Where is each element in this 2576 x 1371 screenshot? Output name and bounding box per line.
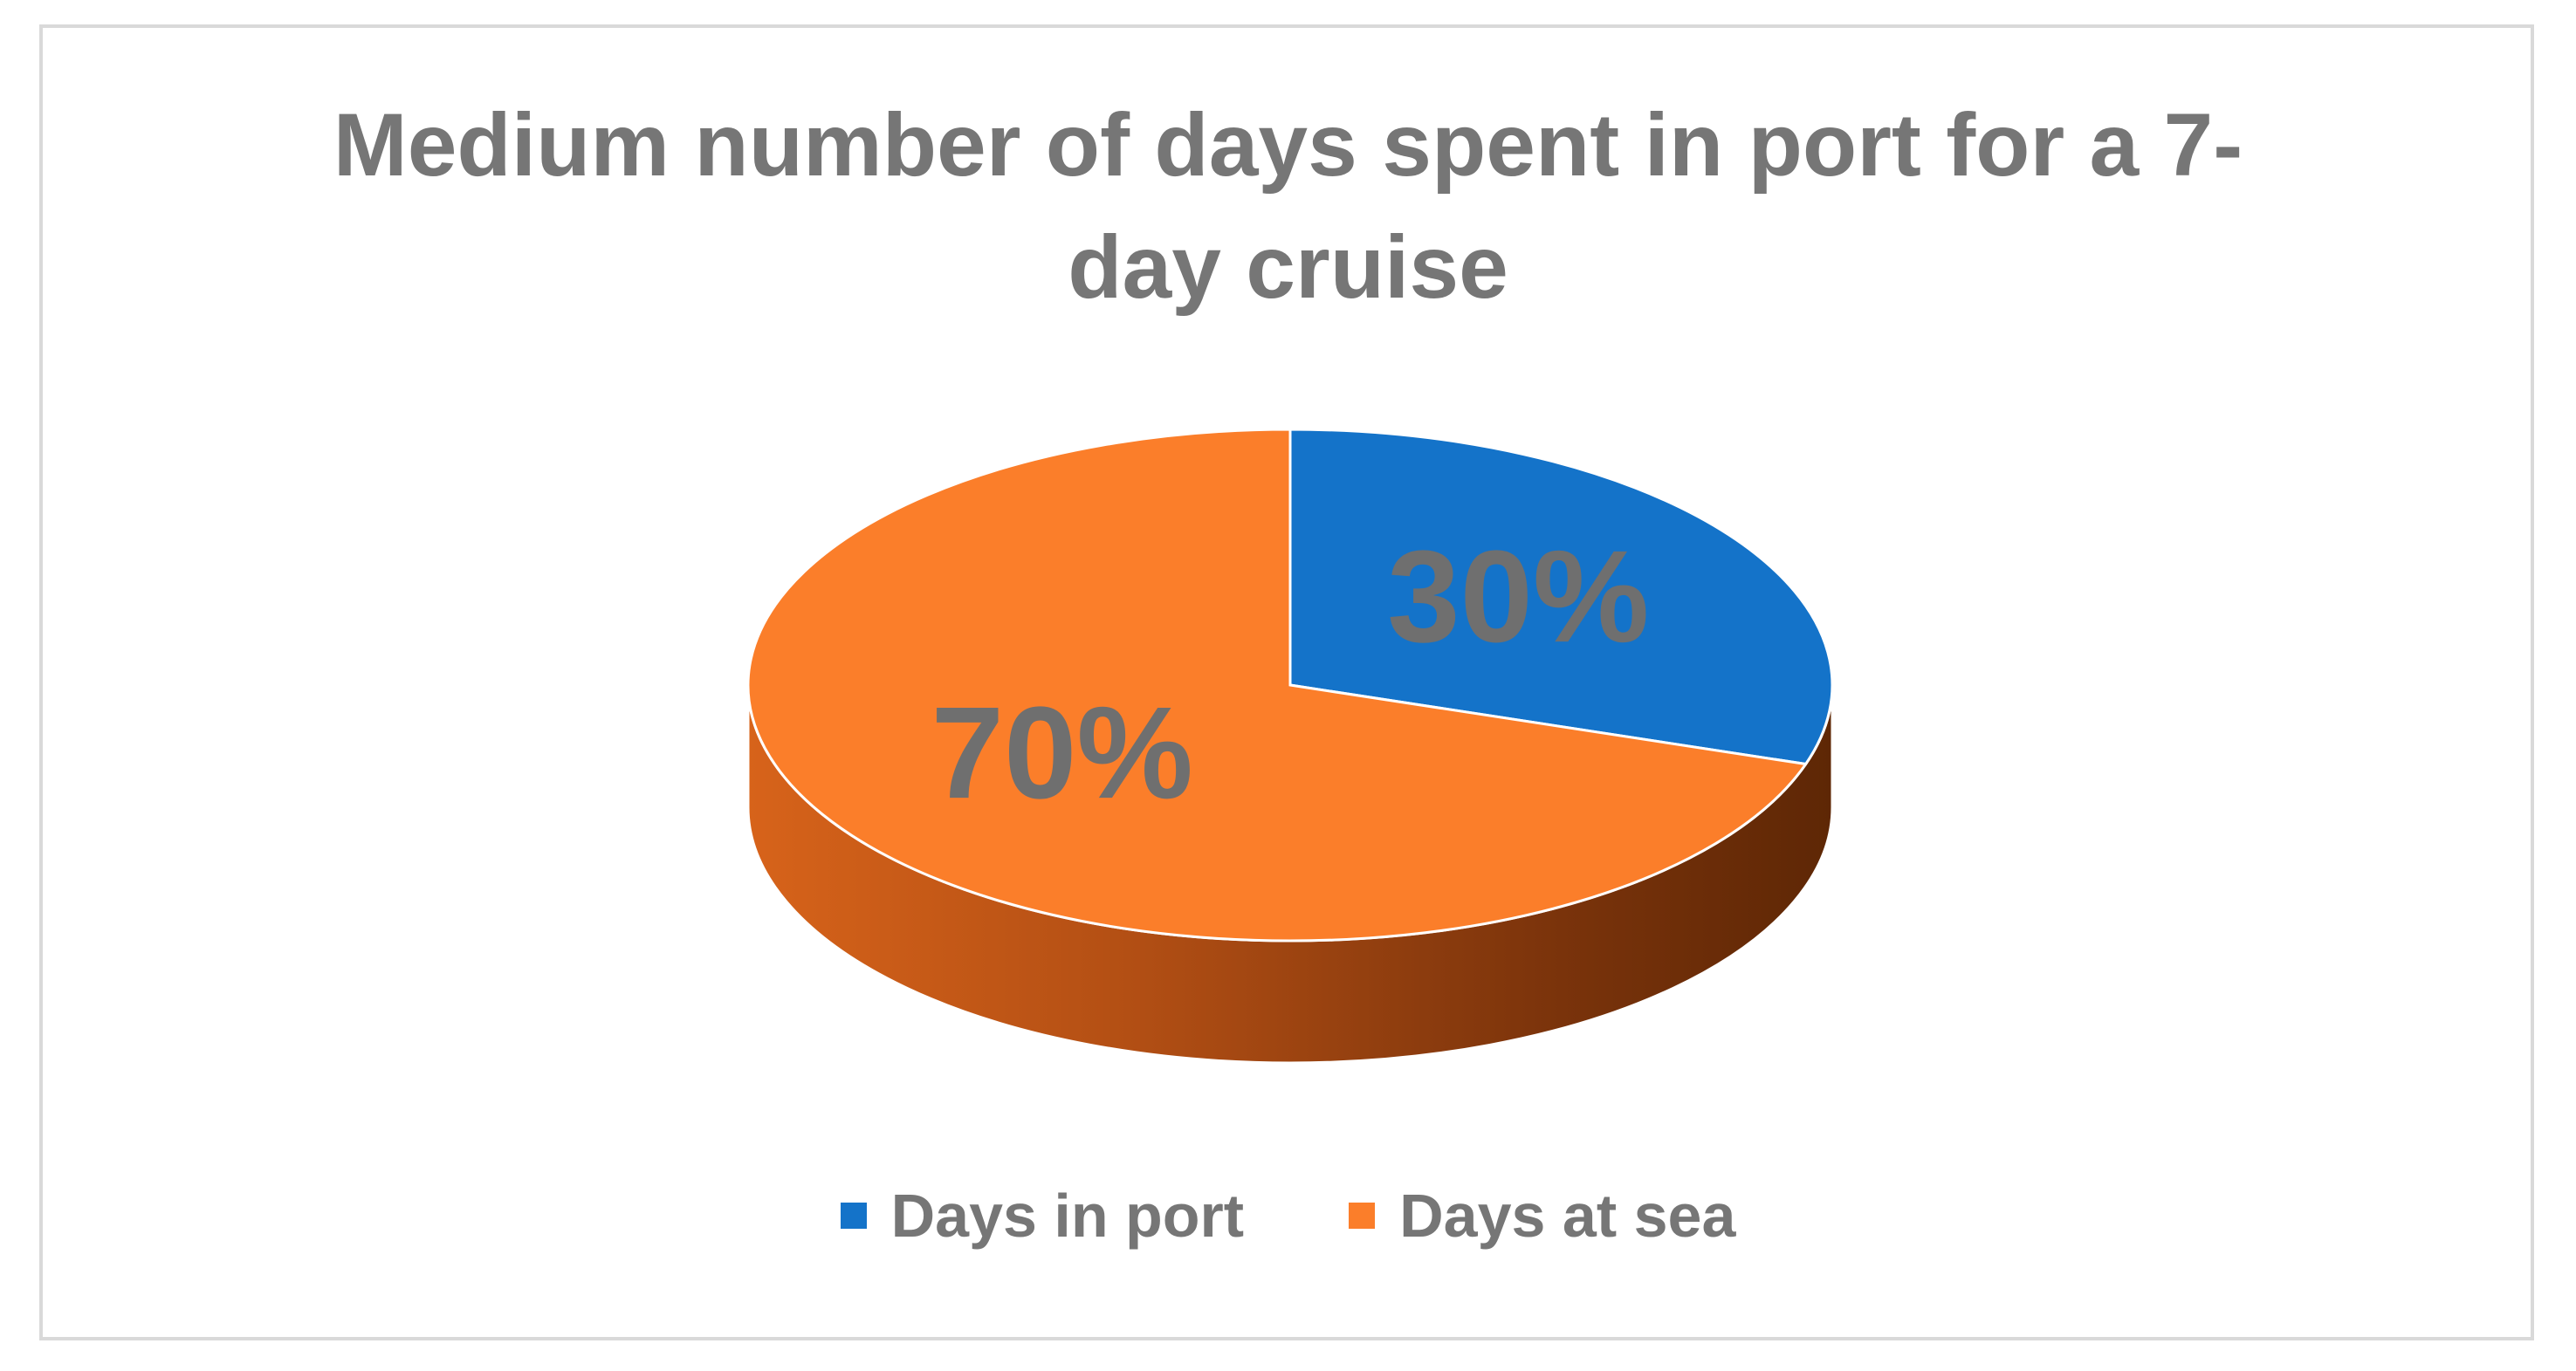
chart-legend: Days in port Days at sea [0,1176,2576,1255]
legend-swatch-days-at-sea [1349,1203,1376,1229]
chart-title-line-1: Medium number of days spent in port for … [333,95,2243,195]
legend-swatch-days-in-port [840,1203,867,1229]
legend-label-days-in-port: Days in port [890,1182,1245,1250]
legend-label-days-at-sea: Days at sea [1399,1182,1736,1250]
data-label-days-in-port: 30% [1387,523,1649,669]
data-label-days-at-sea: 70% [931,679,1193,826]
pie-data-labels: 30% 70% [931,523,1650,826]
legend-item-days-in-port: Days in port [840,1176,1245,1255]
chart-title-line-2: day cruise [1068,217,1508,317]
chart-title: Medium number of days spent in port for … [0,84,2576,328]
pie-slice-days-at-sea [746,428,1809,943]
pie-slices [746,428,1834,943]
legend-item-days-at-sea: Days at sea [1349,1176,1735,1255]
pie-slice-days-in-port [1288,428,1834,766]
